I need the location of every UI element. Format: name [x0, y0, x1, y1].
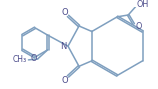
Text: O: O	[136, 22, 142, 31]
Text: O: O	[30, 54, 37, 63]
Text: O: O	[62, 8, 69, 17]
Text: OH: OH	[137, 0, 149, 9]
Text: O: O	[62, 76, 69, 85]
Text: CH₃: CH₃	[12, 55, 27, 64]
Text: N: N	[60, 42, 67, 51]
